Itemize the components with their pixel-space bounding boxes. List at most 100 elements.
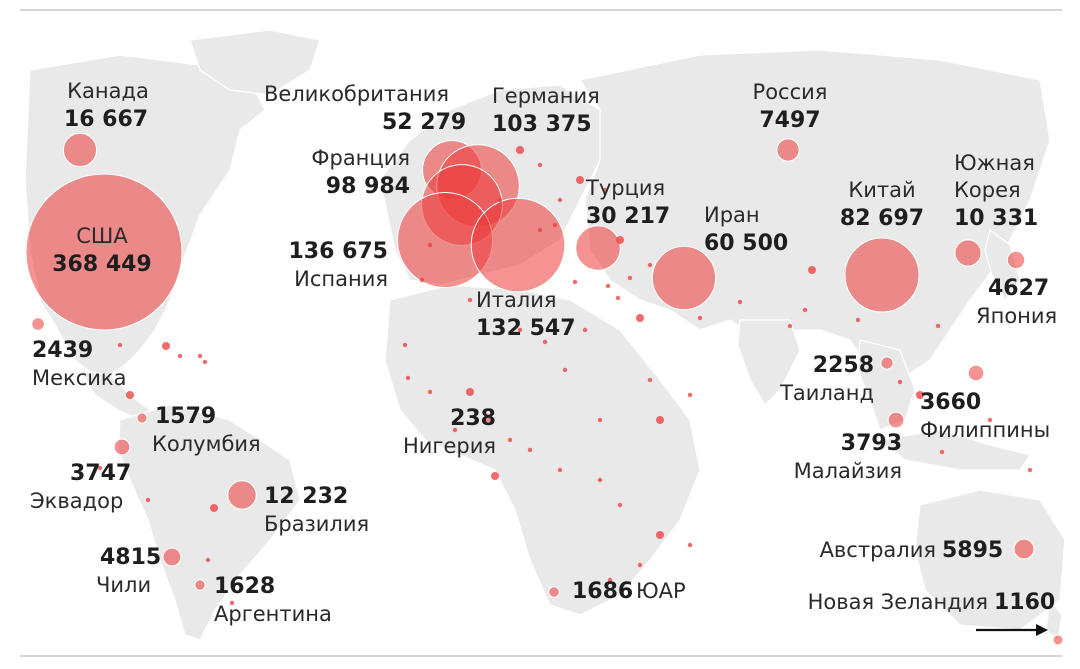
bubble-argentina bbox=[194, 579, 206, 591]
minor-country-dot bbox=[647, 262, 653, 268]
minor-country-dot bbox=[205, 557, 211, 563]
minor-country-dot bbox=[467, 297, 473, 303]
minor-country-dot bbox=[1027, 467, 1033, 473]
label-italy-name: Италия bbox=[476, 288, 557, 312]
bubble-brazil bbox=[227, 480, 257, 510]
label-iran-value: 60 500 bbox=[704, 231, 788, 256]
minor-country-dot bbox=[405, 375, 411, 381]
bubble-mexico bbox=[31, 317, 45, 331]
label-colombia-name: Колумбия bbox=[152, 432, 261, 456]
label-new-zealand-value: 1160 bbox=[994, 590, 1055, 615]
minor-country-dot bbox=[419, 277, 425, 283]
bubble-thailand bbox=[880, 356, 894, 370]
land-indonesia bbox=[878, 429, 1031, 471]
minor-country-dot bbox=[897, 379, 903, 385]
bubble-usa bbox=[25, 173, 183, 331]
label-layer: Канада 16 667 США 368 449 2439 Мексика 1… bbox=[30, 79, 1057, 626]
bubble-italy bbox=[470, 197, 566, 293]
bubble-south-africa bbox=[548, 586, 560, 598]
bubble-japan bbox=[1006, 250, 1026, 270]
label-uk-name: Великобритания bbox=[264, 82, 449, 106]
bubble-chile bbox=[162, 547, 182, 567]
label-germany-name: Германия bbox=[492, 84, 600, 108]
bubble-layer bbox=[25, 132, 1064, 646]
minor-country-dot bbox=[656, 531, 664, 539]
bubble-canada bbox=[62, 132, 98, 168]
label-argentina-value: 1628 bbox=[214, 574, 275, 599]
minor-country-dot bbox=[117, 342, 123, 348]
minor-country-dot bbox=[552, 222, 558, 228]
label-malaysia-name: Малайзия bbox=[794, 459, 902, 483]
arrow-right-icon[interactable] bbox=[976, 624, 1048, 636]
label-germany-value: 103 375 bbox=[492, 112, 592, 137]
label-japan-value: 4627 bbox=[988, 276, 1049, 301]
label-colombia-value: 1579 bbox=[155, 404, 216, 429]
land-south-america bbox=[117, 404, 301, 641]
bubble-china bbox=[844, 237, 920, 313]
minor-country-dot bbox=[627, 275, 633, 281]
minor-country-dot bbox=[197, 353, 203, 359]
label-china-name: Китай bbox=[848, 178, 915, 202]
minor-country-dot bbox=[617, 502, 623, 508]
label-chile-value: 4815 bbox=[100, 545, 161, 570]
label-ecuador-name: Эквадор bbox=[30, 489, 123, 513]
label-italy-value: 132 547 bbox=[476, 316, 576, 341]
label-iran-name: Иран bbox=[704, 203, 760, 227]
minor-country-dot bbox=[537, 227, 543, 233]
minor-country-dot bbox=[597, 417, 603, 423]
minor-country-dot bbox=[527, 447, 533, 453]
bubble-philippines bbox=[967, 364, 985, 382]
label-russia-name: Россия bbox=[753, 80, 828, 104]
minor-country-dot bbox=[452, 427, 458, 433]
label-turkey-value: 30 217 bbox=[586, 204, 670, 229]
minor-country-dot bbox=[607, 577, 613, 583]
minor-country-dot bbox=[507, 437, 513, 443]
minor-country-dot bbox=[557, 467, 563, 473]
minor-country-dot bbox=[916, 391, 924, 399]
label-australia-name: Австралия bbox=[820, 538, 936, 562]
label-uk-value: 52 279 bbox=[382, 110, 466, 135]
minor-country-dot bbox=[427, 389, 433, 395]
label-canada-value: 16 667 bbox=[64, 107, 148, 132]
minor-country-dot bbox=[572, 279, 578, 285]
minor-country-dot bbox=[656, 416, 664, 424]
minor-country-dot bbox=[491, 472, 499, 480]
label-australia-value: 5895 bbox=[942, 538, 1003, 563]
minor-country-dot bbox=[687, 542, 693, 548]
label-philippines-value: 3660 bbox=[920, 390, 981, 415]
minor-country-dot bbox=[647, 377, 653, 383]
label-france-name: Франция bbox=[311, 146, 410, 170]
minor-country-dot bbox=[145, 497, 151, 503]
minor-country-dot bbox=[97, 465, 103, 471]
minor-country-dot bbox=[802, 307, 808, 313]
bubble-iran bbox=[651, 245, 717, 311]
minor-country-dot bbox=[808, 266, 816, 274]
minor-dots-layer bbox=[97, 146, 1033, 606]
minor-country-dot bbox=[162, 342, 170, 350]
minor-country-dot bbox=[516, 146, 524, 154]
label-mexico-value: 2439 bbox=[32, 338, 93, 363]
label-turkey-name: Турция bbox=[585, 176, 665, 200]
label-canada-name: Канада bbox=[67, 79, 149, 103]
minor-country-dot bbox=[466, 388, 474, 396]
minor-country-dot bbox=[427, 242, 433, 248]
label-spain-value: 136 675 bbox=[288, 239, 388, 264]
minor-country-dot bbox=[615, 295, 621, 301]
bubble-new-zealand bbox=[1052, 634, 1064, 646]
label-south-africa-name: ЮАР bbox=[636, 579, 686, 603]
minor-country-dot bbox=[557, 197, 563, 203]
label-mexico-name: Мексика bbox=[32, 366, 126, 390]
bubble-australia bbox=[1013, 538, 1035, 560]
label-argentina-name: Аргентина bbox=[214, 602, 332, 626]
label-brazil-value: 12 232 bbox=[264, 484, 348, 509]
label-ecuador-value: 3747 bbox=[70, 461, 131, 486]
bubble-south-korea bbox=[954, 239, 982, 267]
label-philippines-name: Филиппины bbox=[920, 418, 1050, 442]
minor-country-dot bbox=[787, 323, 793, 329]
label-brazil-name: Бразилия bbox=[264, 512, 369, 536]
minor-country-dot bbox=[605, 283, 611, 289]
minor-country-dot bbox=[517, 327, 523, 333]
minor-country-dot bbox=[987, 417, 993, 423]
label-usa-name: США bbox=[76, 224, 128, 248]
